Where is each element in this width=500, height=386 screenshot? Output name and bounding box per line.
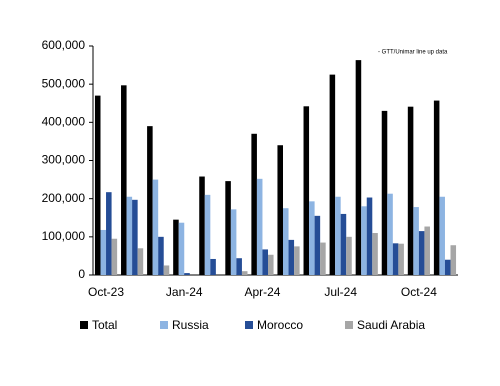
bar (392, 243, 399, 275)
y-tick-label: 600,000 (42, 38, 86, 52)
bar (163, 265, 170, 275)
bar (158, 236, 164, 275)
bar (314, 215, 321, 275)
bar (132, 199, 138, 275)
bar (184, 273, 190, 275)
bar (111, 238, 118, 275)
y-tick-label: 0 (78, 267, 85, 281)
bar (147, 126, 153, 276)
y-tick-label: 400,000 (42, 115, 86, 129)
bar (94, 95, 101, 275)
annotation: - GTT/Unimar line up data (378, 50, 448, 56)
bar (126, 196, 133, 275)
bar (294, 246, 300, 275)
bar (178, 222, 185, 275)
legend-swatch (160, 321, 168, 329)
bar (424, 226, 430, 275)
bar (366, 197, 373, 275)
bar (173, 219, 179, 275)
y-tick-label: 500,000 (42, 76, 86, 90)
legend-swatch (245, 321, 253, 329)
bar (398, 243, 404, 275)
bar (262, 249, 269, 275)
bar (346, 236, 352, 275)
bar (230, 209, 237, 275)
bar (433, 100, 440, 275)
x-tick-label: Oct-23 (88, 285, 124, 299)
bar (407, 106, 414, 275)
bar (372, 233, 378, 275)
bar (106, 192, 112, 275)
legend-label: Morocco (257, 318, 303, 332)
bar (355, 60, 362, 275)
x-tick-label: Apr-24 (244, 285, 280, 299)
bar (288, 239, 295, 275)
bar (137, 248, 144, 275)
bar (444, 259, 451, 275)
bar (282, 208, 289, 275)
bar (236, 258, 242, 275)
bar (413, 207, 419, 275)
bar (387, 193, 393, 275)
bar (251, 133, 257, 275)
bar (361, 206, 367, 275)
bar (329, 74, 336, 275)
y-tick-label: 100,000 (42, 229, 86, 243)
bar (335, 196, 341, 275)
bar (340, 213, 347, 275)
bar (439, 196, 445, 275)
bar (241, 271, 248, 275)
bar (225, 181, 231, 275)
bar (256, 178, 263, 275)
bar (303, 106, 310, 275)
bar (100, 229, 107, 275)
bar (210, 258, 216, 275)
legend-swatch (345, 321, 353, 329)
legend-swatch (80, 321, 88, 329)
bar (204, 194, 211, 275)
x-tick-label: Jul-24 (324, 285, 357, 299)
bar (450, 245, 457, 275)
y-tick-label: 300,000 (42, 153, 86, 167)
bar (268, 254, 274, 275)
bar (381, 110, 388, 275)
y-tick-label: 200,000 (42, 191, 86, 205)
bar (277, 145, 283, 275)
bar (121, 85, 127, 275)
x-tick-label: Oct-24 (401, 285, 437, 299)
x-tick-label: Jan-24 (166, 285, 203, 299)
bar (320, 242, 326, 275)
legend-label: Total (92, 318, 117, 332)
bar (418, 231, 425, 275)
legend-label: Russia (172, 318, 209, 332)
legend-label: Saudi Arabia (357, 318, 425, 332)
bar (309, 201, 315, 275)
bar (152, 179, 159, 275)
bar (199, 176, 205, 275)
